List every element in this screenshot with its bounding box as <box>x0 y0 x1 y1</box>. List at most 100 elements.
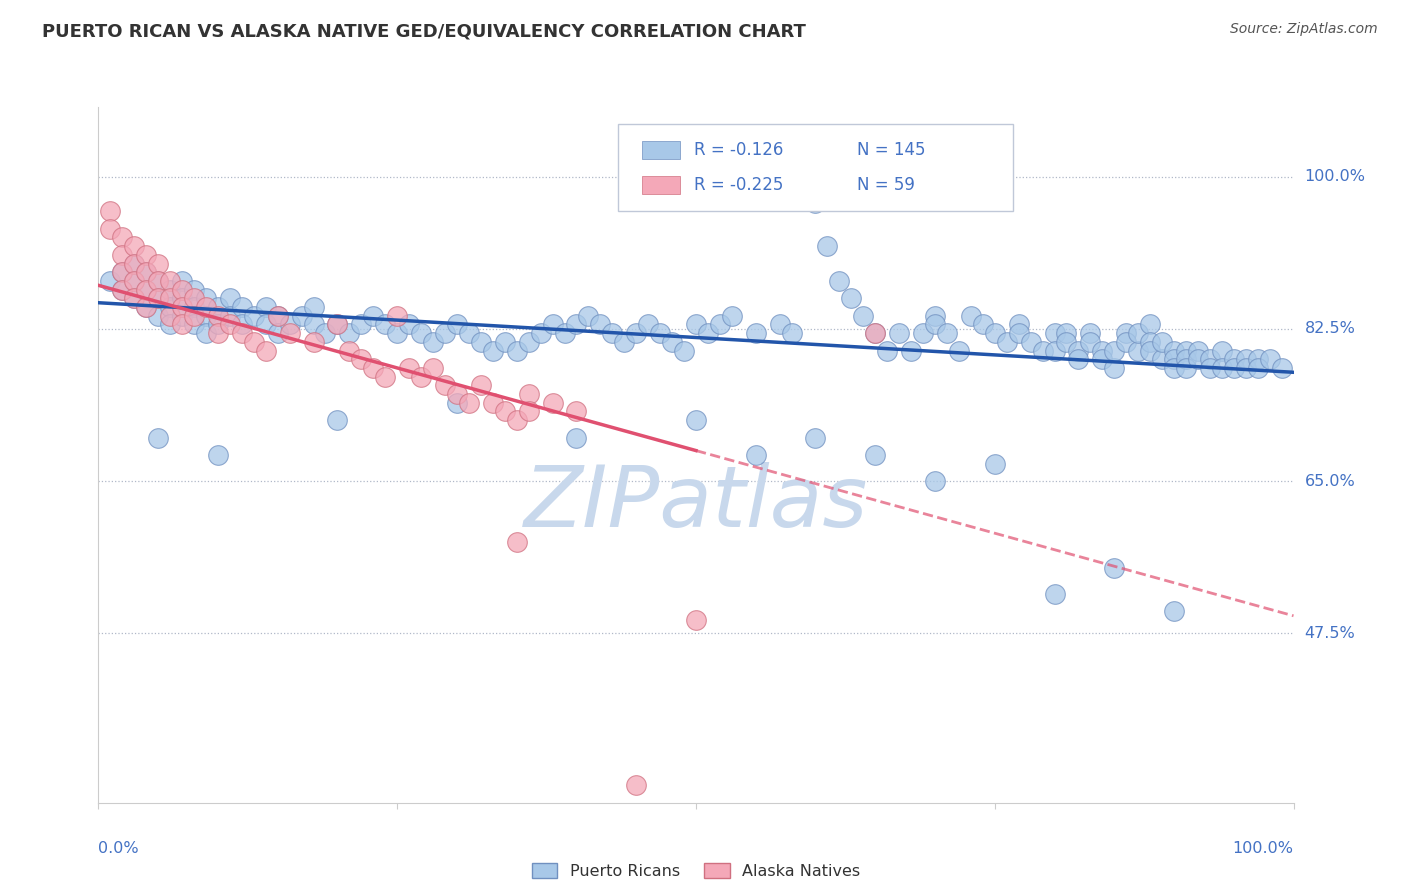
Point <box>1102 343 1125 358</box>
Point <box>648 326 672 341</box>
Point <box>159 309 181 323</box>
Point <box>576 309 599 323</box>
Point <box>624 778 647 793</box>
Point <box>1043 343 1066 358</box>
Point <box>815 239 838 253</box>
Point <box>207 448 229 462</box>
Text: ZIPatlas: ZIPatlas <box>524 462 868 545</box>
Point <box>337 343 360 358</box>
Point <box>433 326 456 341</box>
Point <box>589 318 612 332</box>
Point <box>506 343 529 358</box>
Point <box>124 257 146 271</box>
Point <box>458 396 481 410</box>
Point <box>959 309 981 323</box>
Point <box>148 274 170 288</box>
Point <box>685 318 707 332</box>
Point <box>148 291 170 305</box>
Point <box>135 300 157 314</box>
Point <box>1091 352 1114 367</box>
Point <box>135 265 157 279</box>
Point <box>111 230 134 244</box>
Point <box>804 195 827 210</box>
Point <box>863 448 886 462</box>
Point <box>1139 343 1161 358</box>
Point <box>839 291 862 305</box>
Point <box>350 352 373 367</box>
Point <box>98 222 122 236</box>
Point <box>1234 352 1257 367</box>
Text: 100.0%: 100.0% <box>1305 169 1365 184</box>
Point <box>1234 360 1257 375</box>
Point <box>278 326 301 341</box>
Text: 0.0%: 0.0% <box>98 841 139 856</box>
Point <box>385 326 409 341</box>
Point <box>1102 360 1125 375</box>
Point <box>231 326 253 341</box>
Point <box>494 334 516 349</box>
Point <box>194 300 217 314</box>
Point <box>124 274 146 288</box>
Point <box>995 334 1018 349</box>
Point <box>889 326 911 341</box>
Point <box>1032 343 1054 358</box>
Point <box>363 360 385 375</box>
Point <box>135 283 157 297</box>
Point <box>1222 352 1246 367</box>
Point <box>481 396 505 410</box>
Point <box>1175 343 1198 358</box>
Point <box>183 300 205 314</box>
Point <box>267 309 290 323</box>
Text: 65.0%: 65.0% <box>1305 474 1355 489</box>
Point <box>685 413 707 427</box>
Point <box>302 318 325 332</box>
Point <box>1163 343 1185 358</box>
Point <box>661 334 683 349</box>
Point <box>924 318 946 332</box>
Point <box>494 404 516 418</box>
Point <box>411 326 433 341</box>
Point <box>1258 352 1281 367</box>
Point <box>1054 326 1078 341</box>
Point <box>1198 360 1220 375</box>
Point <box>290 309 312 323</box>
Point <box>517 334 540 349</box>
Point <box>1043 587 1066 601</box>
Point <box>326 413 349 427</box>
FancyBboxPatch shape <box>619 124 1012 211</box>
Point <box>768 318 790 332</box>
Text: 82.5%: 82.5% <box>1305 321 1355 336</box>
Point <box>1246 352 1268 367</box>
Point <box>243 334 266 349</box>
Point <box>541 318 564 332</box>
Point <box>1007 318 1029 332</box>
Point <box>1019 334 1042 349</box>
Point <box>159 291 181 305</box>
Point <box>554 326 576 341</box>
Point <box>1211 343 1233 358</box>
Point <box>326 318 349 332</box>
Point <box>422 360 444 375</box>
Point <box>1175 360 1198 375</box>
Point <box>541 396 564 410</box>
Point <box>219 309 242 323</box>
Point <box>697 326 720 341</box>
Point <box>159 274 181 288</box>
Point <box>135 248 157 262</box>
Point <box>565 431 588 445</box>
Text: N = 59: N = 59 <box>858 176 915 194</box>
Point <box>1175 352 1198 367</box>
Point <box>1187 352 1209 367</box>
Point <box>148 257 170 271</box>
Point <box>1163 360 1185 375</box>
Point <box>637 318 659 332</box>
Point <box>267 309 290 323</box>
Point <box>863 326 886 341</box>
Point <box>600 326 623 341</box>
Point <box>98 274 122 288</box>
Point <box>1246 360 1268 375</box>
Point <box>1150 334 1173 349</box>
Point <box>172 318 194 332</box>
Point <box>709 318 731 332</box>
Point <box>219 318 242 332</box>
